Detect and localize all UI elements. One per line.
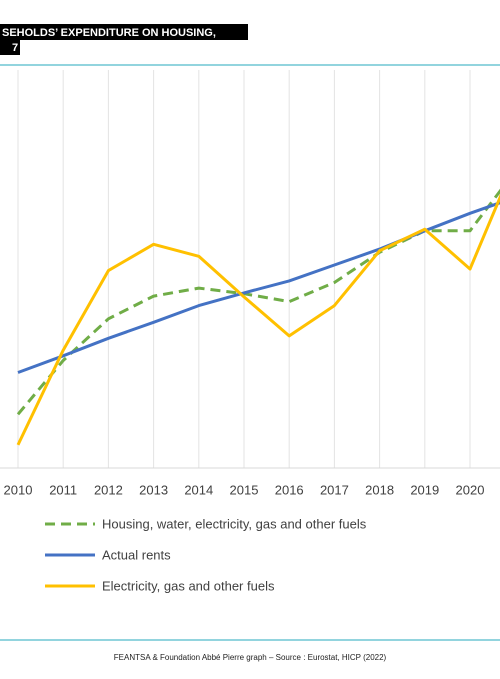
x-tick-label: 2012 xyxy=(94,482,123,497)
legend-label: Housing, water, electricity, gas and oth… xyxy=(102,516,367,531)
chart-title: 7 xyxy=(12,42,18,54)
series-line xyxy=(16,188,500,416)
series-line xyxy=(16,193,500,446)
x-tick-label: 2010 xyxy=(4,482,33,497)
x-tick-label: 2019 xyxy=(410,482,439,497)
x-tick-label: 2015 xyxy=(230,482,259,497)
source-note: FEANTSA & Foundation Abbé Pierre graph –… xyxy=(114,653,387,662)
x-tick-label: 2014 xyxy=(184,482,213,497)
title-background xyxy=(0,40,20,55)
series-line xyxy=(17,201,500,374)
legend-label: Electricity, gas and other fuels xyxy=(102,578,275,593)
x-tick-label: 2018 xyxy=(365,482,394,497)
x-tick-label: 2013 xyxy=(139,482,168,497)
chart-title: SEHOLDS’ EXPENDITURE ON HOUSING, xyxy=(2,27,216,39)
x-tick-label: 2020 xyxy=(456,482,485,497)
title-background xyxy=(0,24,248,40)
x-tick-label: 2011 xyxy=(49,482,77,497)
legend-label: Actual rents xyxy=(102,547,171,562)
x-tick-label: 2017 xyxy=(320,482,349,497)
x-tick-label: 2016 xyxy=(275,482,304,497)
